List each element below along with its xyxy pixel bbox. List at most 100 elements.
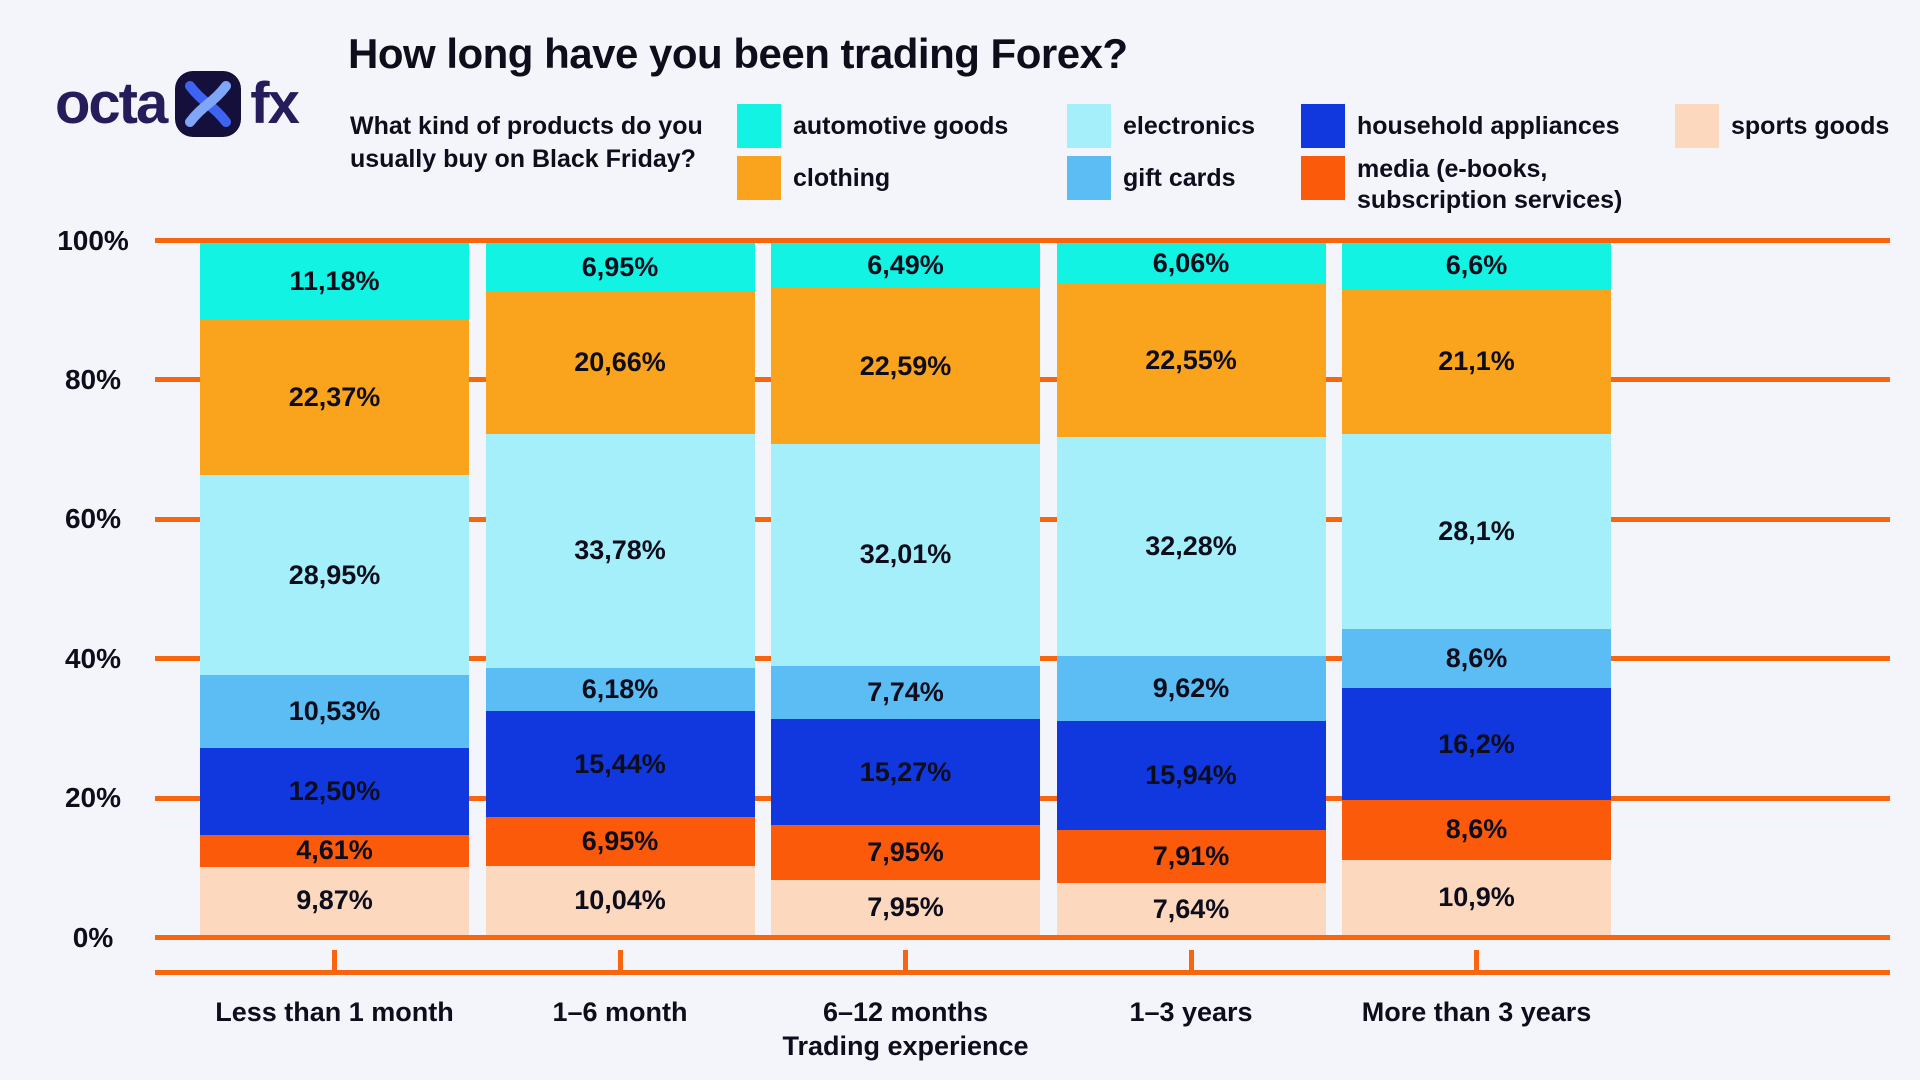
x-axis-tick	[332, 950, 337, 971]
bar-segment-value: 7,91%	[1152, 840, 1230, 871]
legend-swatch	[737, 156, 781, 200]
legend-label: sports goods	[1731, 111, 1890, 140]
legend-item: sports goods	[1675, 104, 1889, 148]
bar-segment: 6,95%	[485, 817, 755, 866]
bar-segment-value: 6,18%	[581, 673, 659, 704]
bar-segment-value: 7,95%	[867, 892, 944, 922]
logo-text-fx: fx	[250, 71, 300, 136]
bar-segment: 28,95%	[200, 475, 469, 676]
y-axis-label: 0%	[72, 921, 114, 953]
bar-segment: 22,59%	[771, 287, 1040, 445]
logo-text-octa: octa	[55, 71, 168, 136]
bar-segment-value: 20,66%	[574, 347, 666, 378]
legend-item: household appliances	[1301, 104, 1620, 148]
bar-segment: 10,04%	[485, 865, 755, 935]
bar-segment: 6,06%	[1056, 243, 1326, 285]
bar-segment-value: 6,49%	[867, 249, 944, 280]
octafx-x-icon	[175, 70, 242, 137]
bar-segment: 7,74%	[771, 665, 1040, 720]
y-axis-label: 40%	[64, 642, 122, 674]
chart-title: How long have you been trading Forex?	[348, 30, 1128, 77]
legend-label: electronics	[1123, 111, 1256, 140]
bar-segment: 10,9%	[1342, 859, 1611, 935]
legend-label: automotive goods	[793, 111, 1009, 140]
bar-segment: 15,44%	[485, 710, 755, 818]
legend-label: gift cards	[1123, 163, 1236, 192]
x-axis-tick	[1188, 950, 1194, 971]
bar-column: 11,18% 22,37% 28,95% 10,53% 12,50% 4,61% 9,87%	[200, 243, 469, 935]
y-axis-label: 20%	[64, 782, 122, 814]
bar-column: 6,49% 22,59% 32,01% 7,74% 15,27% 7,95% 7,95%	[771, 243, 1040, 936]
category-label: More than 3 years	[1317, 995, 1637, 1029]
bar-segment: 6,6%	[1342, 243, 1611, 289]
bar-segment: 4,61%	[200, 834, 469, 867]
x-axis-title: Trading experience	[782, 1031, 1029, 1061]
bar-segment-value: 10,04%	[574, 884, 666, 915]
bar-segment: 16,2%	[1342, 688, 1611, 801]
bar-segment-value: 7,95%	[867, 836, 944, 867]
category-label-text: 6–12 months	[822, 997, 989, 1027]
bar-column: 6,6% 21,1% 28,1% 8,6% 16,2% 8,6% 10,9%	[1342, 243, 1611, 935]
bar-segment-value: 8,6%	[1445, 642, 1508, 673]
category-label: Less than 1 month	[175, 995, 495, 1029]
bar-segment-value: 10,53%	[288, 696, 381, 727]
bar-segment-value: 9,62%	[1152, 673, 1230, 704]
bar-segment: 6,49%	[771, 243, 1040, 288]
x-axis-line	[155, 970, 1890, 975]
bar-segment-value: 9,87%	[296, 885, 373, 916]
bar-segment-value: 6,95%	[581, 251, 659, 282]
bar-segment-value: 22,59%	[859, 350, 952, 381]
legend-item: electronics	[1067, 104, 1255, 148]
bar-segment: 10,53%	[200, 675, 469, 749]
bar-segment: 15,94%	[1056, 721, 1326, 830]
legend-item: media (e-books, subscription services)	[1301, 155, 1657, 216]
x-axis-tick	[903, 950, 908, 971]
legend-swatch	[737, 104, 781, 148]
y-axis-label: 80%	[64, 363, 122, 395]
bar-segment-value: 15,94%	[1145, 759, 1237, 790]
legend-item: clothing	[737, 156, 890, 200]
bar-segment-value: 4,61%	[296, 835, 373, 866]
bar-segment: 8,6%	[1342, 800, 1611, 860]
bar-segment: 7,95%	[771, 824, 1040, 880]
chart-subtitle: What kind of products do you usually buy…	[350, 112, 703, 173]
bar-segment: 22,37%	[200, 320, 469, 476]
x-axis-tick	[1474, 950, 1479, 971]
bar-segment: 15,27%	[771, 719, 1040, 825]
bar-segment-value: 33,78%	[574, 535, 666, 566]
bar-segment-value: 28,1%	[1438, 516, 1515, 547]
x-axis-tick	[617, 950, 623, 971]
legend-swatch	[1301, 104, 1345, 148]
bar-segment-value: 7,64%	[1152, 893, 1230, 924]
bar-segment-value: 16,2%	[1438, 728, 1515, 759]
bar-segment-value: 28,95%	[288, 559, 381, 590]
y-axis-label: 60%	[64, 503, 122, 535]
legend-label: media (e-books, subscription services)	[1357, 155, 1623, 214]
bar-segment: 7,64%	[1056, 883, 1326, 935]
bar-segment-value: 21,1%	[1438, 346, 1515, 377]
bar-segment-value: 11,18%	[289, 266, 380, 297]
category-label: 1–6 month	[460, 995, 780, 1029]
bar-segment: 7,95%	[771, 880, 1040, 936]
bar-segment-value: 32,28%	[1145, 531, 1237, 562]
bar-column: 6,06% 22,55% 32,28% 9,62% 15,94% 7,91% 7,64%	[1056, 243, 1326, 935]
bar-segment: 8,6%	[1342, 628, 1611, 689]
bar-segment: 12,50%	[200, 748, 469, 835]
y-axis-label: 100%	[57, 224, 129, 256]
bar-segment-value: 22,37%	[288, 382, 381, 413]
bar-segment: 22,55%	[1056, 284, 1326, 438]
octafx-logo: octa fx	[55, 70, 300, 137]
bar-segment: 9,87%	[200, 866, 469, 935]
bar-segment: 6,95%	[485, 243, 755, 292]
bar-column: 6,95% 20,66% 33,78% 6,18% 15,44% 6,95% 10,04%	[485, 243, 755, 935]
category-label: 1–3 years	[1031, 995, 1351, 1029]
bar-segment-value: 8,6%	[1445, 814, 1508, 845]
bar-segment: 32,28%	[1056, 437, 1326, 657]
gridline-0pct	[155, 935, 1890, 940]
category-label-text: 1–6 month	[552, 997, 688, 1027]
bar-segment-value: 32,01%	[859, 539, 952, 570]
legend-item: gift cards	[1067, 156, 1236, 200]
bar-segment: 28,1%	[1342, 434, 1611, 629]
bar-segment-value: 6,95%	[581, 825, 659, 856]
